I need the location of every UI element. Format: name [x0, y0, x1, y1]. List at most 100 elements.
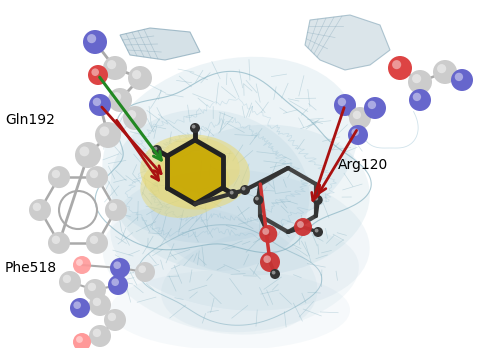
Circle shape [90, 236, 98, 244]
Circle shape [264, 255, 271, 263]
Circle shape [368, 101, 376, 109]
Circle shape [138, 266, 146, 273]
Circle shape [114, 261, 121, 269]
Circle shape [108, 275, 128, 295]
Circle shape [89, 294, 111, 316]
Text: Phe518: Phe518 [5, 261, 57, 275]
Circle shape [76, 336, 83, 343]
Polygon shape [305, 15, 390, 70]
Circle shape [75, 142, 101, 168]
Circle shape [409, 89, 431, 111]
Circle shape [59, 271, 81, 293]
Circle shape [29, 199, 51, 221]
Circle shape [83, 30, 107, 54]
Circle shape [334, 94, 356, 116]
Circle shape [437, 64, 446, 73]
Circle shape [52, 170, 60, 178]
Polygon shape [120, 28, 200, 60]
Circle shape [48, 232, 70, 254]
Circle shape [408, 70, 432, 94]
Circle shape [90, 170, 98, 178]
Circle shape [110, 258, 130, 278]
Circle shape [392, 60, 401, 69]
Circle shape [352, 128, 359, 136]
Circle shape [62, 275, 71, 283]
Circle shape [112, 278, 119, 286]
Circle shape [152, 145, 162, 155]
Circle shape [112, 92, 121, 101]
Circle shape [88, 65, 108, 85]
Circle shape [314, 229, 318, 232]
Circle shape [74, 301, 81, 309]
Circle shape [127, 110, 136, 119]
Circle shape [92, 298, 101, 306]
Circle shape [313, 227, 323, 237]
Circle shape [312, 195, 322, 205]
Circle shape [76, 259, 83, 266]
Circle shape [348, 125, 368, 145]
Circle shape [89, 325, 111, 347]
Circle shape [92, 329, 101, 337]
Circle shape [84, 279, 106, 301]
Circle shape [87, 34, 96, 43]
Circle shape [105, 199, 127, 221]
Ellipse shape [102, 57, 358, 243]
Text: Arg120: Arg120 [338, 158, 388, 172]
Circle shape [86, 166, 108, 188]
Circle shape [412, 74, 421, 83]
Circle shape [103, 56, 127, 80]
Ellipse shape [110, 169, 370, 311]
Circle shape [349, 107, 371, 129]
Circle shape [260, 252, 280, 272]
Circle shape [242, 187, 246, 190]
Circle shape [107, 60, 116, 69]
Circle shape [352, 111, 361, 119]
Circle shape [270, 269, 280, 279]
Circle shape [192, 125, 196, 128]
Circle shape [314, 197, 318, 200]
Circle shape [228, 189, 238, 199]
Circle shape [108, 313, 116, 321]
Circle shape [92, 69, 99, 76]
Circle shape [80, 147, 90, 156]
Circle shape [95, 122, 121, 148]
Circle shape [272, 271, 276, 275]
Circle shape [454, 73, 463, 81]
Polygon shape [168, 140, 222, 204]
Circle shape [190, 123, 200, 133]
Circle shape [262, 228, 269, 235]
Ellipse shape [102, 205, 318, 334]
Circle shape [297, 221, 304, 228]
Circle shape [73, 256, 91, 274]
Circle shape [92, 98, 101, 106]
Circle shape [451, 69, 473, 91]
Circle shape [132, 70, 141, 79]
Circle shape [135, 262, 155, 282]
Circle shape [433, 60, 457, 84]
Circle shape [364, 97, 386, 119]
Circle shape [230, 191, 234, 195]
Circle shape [104, 309, 126, 331]
Circle shape [89, 94, 111, 116]
Ellipse shape [161, 228, 359, 332]
Ellipse shape [110, 270, 350, 348]
Circle shape [255, 197, 259, 200]
Ellipse shape [140, 134, 250, 209]
Circle shape [412, 93, 421, 101]
Circle shape [338, 98, 346, 106]
Circle shape [128, 66, 152, 90]
Circle shape [108, 203, 117, 211]
Circle shape [254, 195, 264, 205]
Text: Gln192: Gln192 [5, 113, 55, 127]
Circle shape [260, 225, 278, 243]
Circle shape [123, 106, 147, 130]
Circle shape [73, 333, 91, 348]
Circle shape [294, 218, 312, 236]
Circle shape [32, 203, 41, 211]
Circle shape [100, 126, 110, 136]
Circle shape [154, 147, 158, 150]
Circle shape [48, 166, 70, 188]
Circle shape [86, 232, 108, 254]
Circle shape [388, 56, 412, 80]
Ellipse shape [160, 137, 240, 193]
